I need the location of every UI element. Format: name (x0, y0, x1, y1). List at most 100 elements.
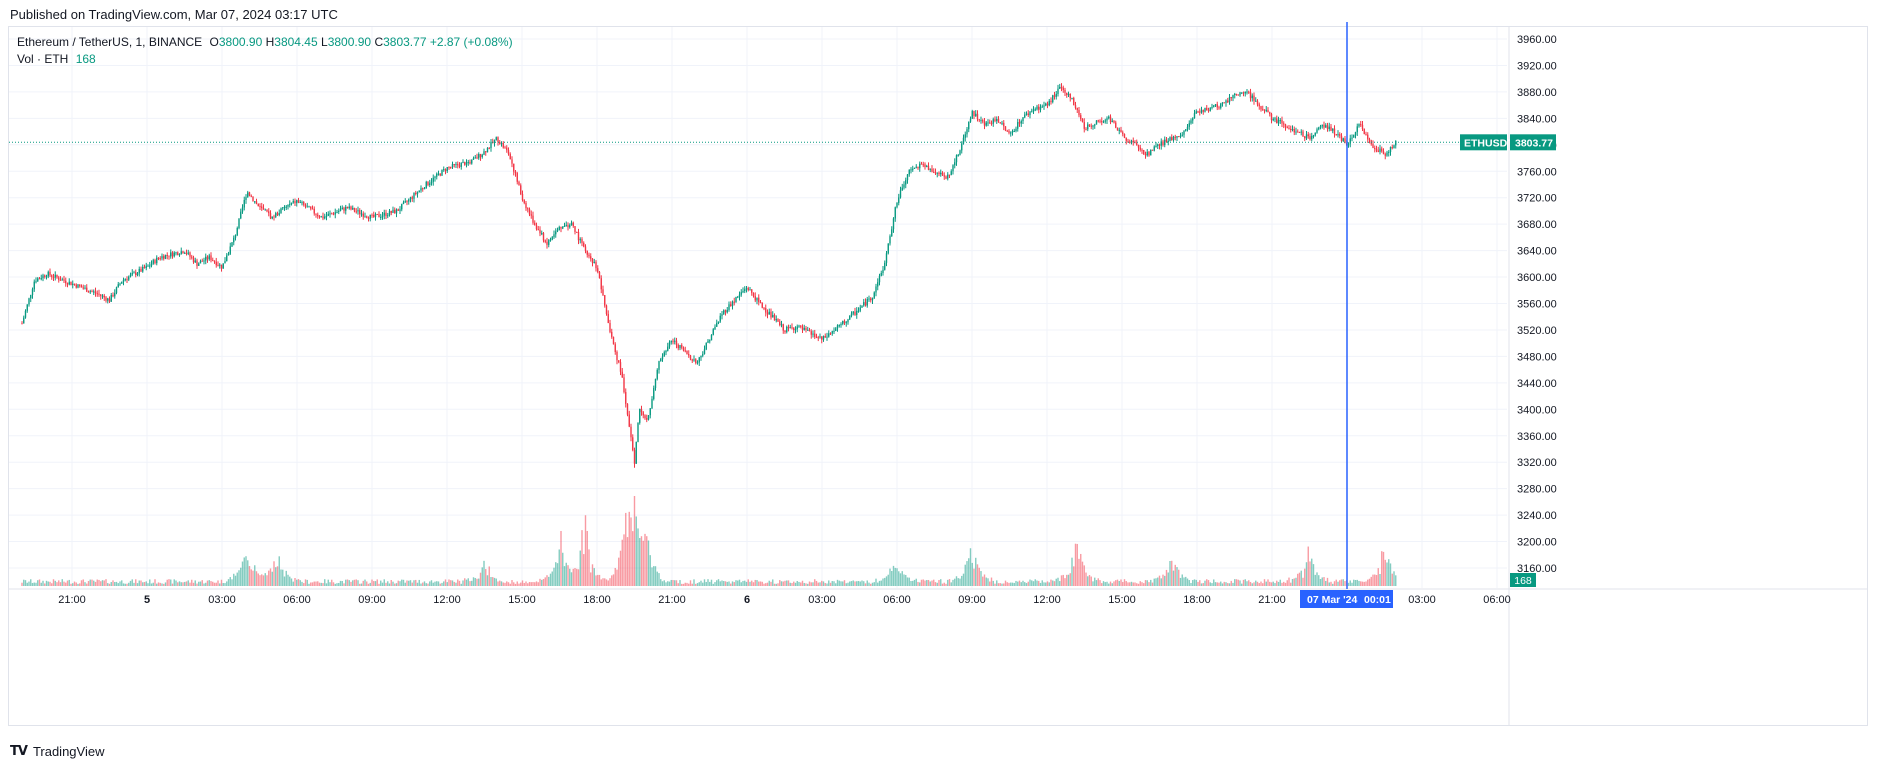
footer-brand[interactable]: 𝗧𝗩 TradingView (10, 743, 104, 759)
candle-body (269, 213, 272, 219)
volume-bar (555, 562, 557, 586)
volume-bar (269, 568, 272, 586)
price-axis-tick-label: 3480.00 (1517, 351, 1557, 363)
volume-bar (590, 572, 592, 586)
symbol-tag[interactable] (1460, 134, 1507, 151)
candle-body (103, 295, 105, 298)
candle-body (861, 305, 863, 308)
volume-bar (1122, 581, 1124, 586)
volume-bar (1295, 577, 1297, 586)
candle-body (1127, 140, 1129, 142)
candle-body (1263, 109, 1266, 111)
candle-body (213, 260, 216, 262)
volume-bar (989, 581, 991, 586)
volume-bar (931, 580, 933, 586)
volume-bar (637, 528, 639, 586)
volume-bar (502, 582, 504, 586)
candle-body (759, 302, 762, 304)
volume-bar (710, 579, 713, 586)
candle-body (597, 268, 599, 272)
candle-body (1039, 106, 1042, 110)
volume-bar (1232, 582, 1234, 586)
volume-bar (1375, 574, 1378, 586)
candle-body (600, 278, 602, 290)
volume-bar (614, 567, 616, 586)
volume-bar (744, 580, 746, 586)
volume-bar (115, 581, 118, 586)
volume-bar (945, 583, 947, 586)
candle-body (1155, 145, 1157, 147)
volume-bar (392, 581, 394, 586)
candle-body (122, 279, 125, 282)
candle-body (343, 207, 345, 211)
candle-body (292, 201, 294, 203)
volume-bar (824, 583, 826, 586)
candle-body (569, 225, 571, 228)
volume-bar (1158, 575, 1161, 586)
volume-bar (318, 582, 321, 586)
volume-bar (96, 579, 98, 586)
volume-bar (457, 579, 459, 586)
candle-body (114, 292, 116, 297)
volume-bar (677, 583, 679, 586)
legend-pair[interactable]: Ethereum / TetherUS, 1, BINANCE (17, 35, 203, 49)
volume-bar (948, 579, 951, 586)
candle-body (525, 202, 527, 209)
candle-body (1130, 140, 1133, 143)
candle-body (378, 214, 380, 218)
volume-bar (1192, 580, 1194, 586)
price-axis-tick-label: 3360.00 (1517, 431, 1557, 443)
time-axis-tick-label: 03:00 (1408, 594, 1436, 606)
candle-body (425, 181, 427, 189)
candle-body (399, 209, 401, 211)
candle-body (458, 165, 461, 167)
candle-body (721, 314, 723, 316)
candle-body (710, 334, 713, 341)
candle-body (243, 199, 245, 208)
legend-volume-label[interactable]: Vol · ETH (17, 52, 69, 66)
price-tag[interactable] (1510, 134, 1556, 151)
volume-bar (696, 583, 699, 586)
candle-body (108, 298, 111, 302)
volume-bar (1216, 582, 1218, 586)
candle-body (1218, 107, 1220, 109)
volume-bar (292, 581, 294, 586)
candle-body (889, 236, 891, 244)
candle-body (35, 281, 37, 283)
candle-body (950, 171, 952, 175)
volume-bar (644, 533, 646, 586)
volume-bar (805, 583, 807, 586)
candle-body (933, 171, 935, 173)
volume-bar (1083, 565, 1085, 586)
candle-body (1172, 136, 1175, 141)
chart-frame[interactable] (8, 26, 1868, 726)
volume-bar (1010, 582, 1012, 586)
volume-bar (1319, 579, 1322, 586)
volume-bar (828, 580, 830, 586)
volume-bar (166, 579, 168, 586)
legend-high-label: H (265, 35, 275, 49)
price-axis-tick-label: 3600.00 (1517, 272, 1557, 284)
volume-bar (611, 575, 613, 586)
volume-bar (1248, 580, 1250, 586)
volume-bar (1218, 582, 1220, 586)
candle-body (553, 234, 555, 238)
candle-body (1190, 120, 1192, 124)
volume-bar (266, 575, 268, 586)
volume-bar (121, 580, 123, 586)
candle-body (1171, 137, 1173, 141)
volume-bar (689, 580, 692, 586)
candle-body (656, 369, 658, 379)
candle-body (633, 450, 636, 464)
volume-bar (933, 579, 935, 586)
volume-bar (80, 580, 83, 586)
candle-body (282, 207, 284, 209)
volume-bar (1060, 575, 1063, 586)
candle-body (171, 252, 174, 257)
volume-bar (404, 582, 406, 586)
candle-body (1157, 144, 1159, 146)
volume-bar (366, 581, 368, 586)
volume-bar (1269, 581, 1271, 586)
candle-body (982, 120, 984, 122)
